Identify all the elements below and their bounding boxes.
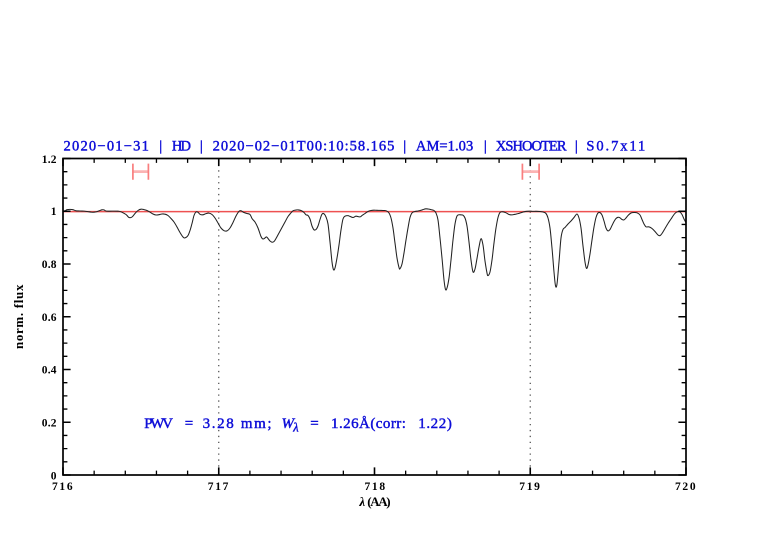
svg-text:719: 719: [519, 481, 540, 493]
svg-text:1.2: 1.2: [42, 154, 57, 166]
svg-text:0.2: 0.2: [42, 418, 57, 430]
svg-text:0: 0: [51, 470, 57, 482]
svg-text:norm. flux: norm. flux: [11, 284, 26, 349]
svg-text:0.4: 0.4: [42, 365, 57, 377]
svg-text:2020−01−31|HD|2020−02−01T00:10: 2020−01−31 | HD | 2020−02−01T00:10:58.165 | AM…: [64, 139, 646, 155]
svg-text:λ(AA): λ (AA): [358, 494, 390, 509]
svg-text:1: 1: [51, 206, 57, 218]
svg-text:0.6: 0.6: [42, 312, 57, 324]
svg-text:0.8: 0.8: [42, 259, 57, 271]
svg-text:718: 718: [365, 481, 386, 493]
svg-text:717: 717: [208, 481, 229, 493]
svg-text:720: 720: [675, 481, 696, 493]
svg-text:716: 716: [52, 481, 73, 493]
